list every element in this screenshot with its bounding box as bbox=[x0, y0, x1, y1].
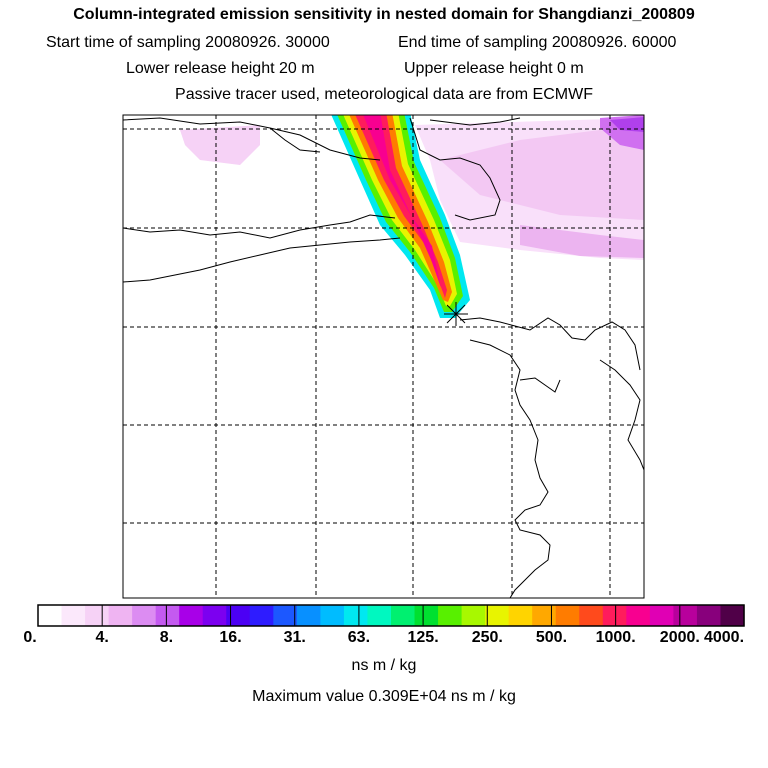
colorbar-swatch bbox=[414, 605, 439, 626]
colorbar-swatch bbox=[602, 605, 627, 626]
colorbar-tick-label: 0. bbox=[23, 629, 37, 646]
plume-band-1000 bbox=[355, 115, 447, 298]
colorbar-swatch bbox=[438, 605, 463, 626]
colorbar-swatch bbox=[296, 605, 321, 626]
sensitivity-field bbox=[123, 115, 644, 598]
end-time-label: End time of sampling 20080926. 60000 bbox=[398, 34, 677, 51]
colorbar-swatch bbox=[38, 605, 63, 626]
colorbar-swatch bbox=[179, 605, 204, 626]
colorbar-swatch bbox=[132, 605, 157, 626]
colorbar-tick-label: 250. bbox=[471, 629, 503, 646]
medium-sensitivity-area bbox=[610, 117, 644, 132]
colorbar-swatch bbox=[649, 605, 674, 626]
colorbar-tick-label: 125. bbox=[407, 629, 439, 646]
colorbar-swatch bbox=[226, 605, 251, 626]
colorbar-swatch bbox=[273, 605, 298, 626]
colorbar-swatch bbox=[673, 605, 698, 626]
colorbar-swatch bbox=[532, 605, 557, 626]
colorbar-tick-label: 16. bbox=[219, 629, 242, 646]
colorbar-frame bbox=[37, 604, 745, 627]
tracer-note: Passive tracer used, meteorological data… bbox=[175, 86, 593, 103]
colorbar-swatch bbox=[367, 605, 392, 626]
colorbar-dividers bbox=[101, 605, 681, 626]
colorbar-swatch bbox=[155, 605, 180, 626]
colorbar-tick-label: 8. bbox=[159, 629, 174, 646]
colorbar-swatch bbox=[720, 605, 745, 626]
asterisk-marker-icon bbox=[444, 302, 468, 326]
coastlines bbox=[123, 117, 644, 598]
colorbar-tick-label: 63. bbox=[347, 629, 371, 646]
colorbar-swatch bbox=[61, 605, 86, 626]
colorbar-swatch bbox=[696, 605, 722, 626]
low-sensitivity-area bbox=[180, 125, 260, 165]
colorbar-swatch bbox=[391, 605, 416, 626]
plot-title: Column-integrated emission sensitivity i… bbox=[73, 6, 695, 23]
colorbar-swatch bbox=[626, 605, 651, 626]
colorbar-swatch bbox=[555, 605, 580, 626]
colorbar-swatch bbox=[485, 605, 510, 626]
colorbar-tick-label: 4000. bbox=[703, 629, 745, 646]
colorbar bbox=[38, 605, 745, 626]
colorbar-swatch bbox=[108, 605, 133, 626]
plume-band-2000 bbox=[363, 115, 441, 288]
colorbar-swatch bbox=[249, 605, 274, 626]
colorbar-swatch bbox=[461, 605, 486, 626]
map-frame bbox=[122, 114, 645, 599]
colorbar-unit: ns m / kg bbox=[351, 657, 417, 674]
lower-release-label: Lower release height 20 m bbox=[126, 60, 315, 77]
low-sensitivity-area bbox=[520, 225, 644, 258]
colorbar-tick-label: 1000. bbox=[595, 629, 636, 646]
colorbar-tick-label: 4. bbox=[95, 629, 109, 646]
low-sensitivity-area bbox=[440, 130, 644, 220]
colorbar-swatch bbox=[579, 605, 604, 626]
colorbar-swatch bbox=[85, 605, 110, 626]
colorbar-swatch bbox=[508, 605, 533, 626]
colorbar-swatch bbox=[343, 605, 369, 626]
colorbar-tick-label: 500. bbox=[535, 629, 568, 646]
start-time-label: Start time of sampling 20080926. 30000 bbox=[46, 34, 330, 51]
colorbar-swatch bbox=[202, 605, 227, 626]
max-value-label: Maximum value 0.309E+04 ns m / kg bbox=[252, 688, 516, 705]
colorbar-swatch bbox=[320, 605, 345, 626]
upper-release-label: Upper release height 0 m bbox=[404, 60, 584, 77]
grid-lines bbox=[123, 115, 644, 598]
colorbar-tick-label: 31. bbox=[283, 629, 306, 646]
colorbar-tick-label: 2000. bbox=[659, 629, 700, 646]
